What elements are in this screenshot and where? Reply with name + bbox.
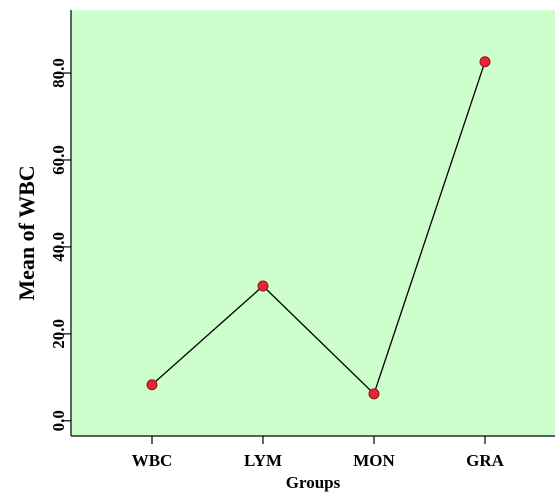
series-line: [151, 61, 486, 396]
y-axis-ticks: 0.0 20.0 40.0 60.0 80.0: [49, 58, 71, 431]
y-tick-label: 80.0: [49, 58, 68, 88]
data-point-wbc: [146, 379, 158, 391]
plot-background: [71, 10, 555, 436]
y-axis-title: Mean of WBC: [14, 165, 39, 300]
y-tick-label: 20.0: [49, 319, 68, 349]
y-tick-label: 40.0: [49, 232, 68, 262]
data-point-mon: [368, 388, 380, 400]
x-tick-label-wbc: WBC: [132, 451, 173, 470]
x-tick-label-lym: LYM: [244, 451, 282, 470]
data-point-lym: [257, 280, 269, 292]
data-point-gra: [479, 56, 491, 68]
y-tick-label: 0.0: [49, 410, 68, 431]
y-tick-label: 60.0: [49, 145, 68, 175]
x-axis-ticks: WBC LYM MON GRA: [132, 436, 505, 470]
x-axis-title: Groups: [286, 473, 341, 492]
x-tick-label-mon: MON: [353, 451, 395, 470]
data-series: [146, 56, 491, 400]
x-tick-label-gra: GRA: [466, 451, 505, 470]
